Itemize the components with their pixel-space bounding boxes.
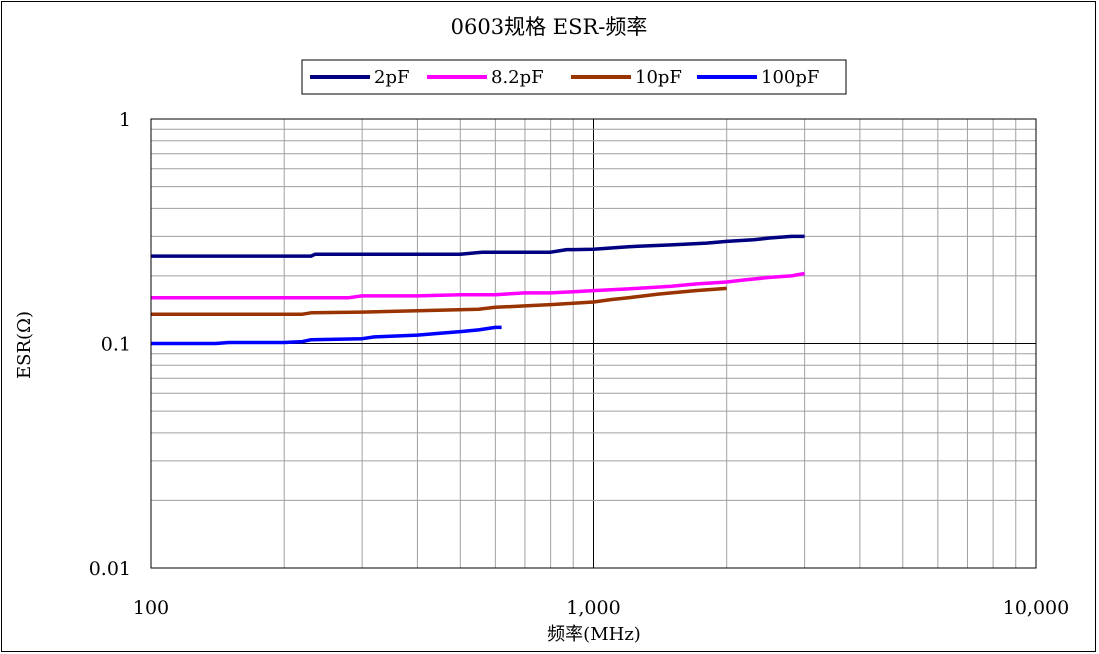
x-tick-label: 100	[133, 597, 169, 619]
chart-title: 0603规格 ESR-频率	[451, 15, 648, 39]
x-axis-label: 频率(MHz)	[547, 624, 641, 645]
series-lines	[151, 234, 805, 346]
legend: 2pF 8.2pF 10pF 100pF	[310, 67, 819, 88]
y-tick-label: 0.1	[101, 334, 131, 356]
legend-label: 100pF	[761, 67, 819, 88]
plot-area-border	[150, 118, 1037, 569]
series-line-100pf	[151, 325, 502, 346]
y-axis-label: ESR(Ω)	[14, 311, 35, 379]
tick-labels: 100 1,000 10,000 1 0.1 0.01	[89, 109, 1070, 619]
series-line-10pf	[151, 286, 727, 316]
series-line-8-2pf	[151, 271, 805, 300]
legend-label: 2pF	[374, 67, 409, 88]
x-tick-label: 10,000	[1003, 597, 1069, 619]
y-tick-label: 1	[119, 109, 131, 131]
y-tick-label: 0.01	[89, 558, 131, 580]
legend-label: 8.2pF	[491, 67, 544, 88]
legend-label: 10pF	[635, 67, 682, 88]
x-tick-label: 1,000	[566, 597, 620, 619]
series-line-2pf	[151, 234, 805, 258]
